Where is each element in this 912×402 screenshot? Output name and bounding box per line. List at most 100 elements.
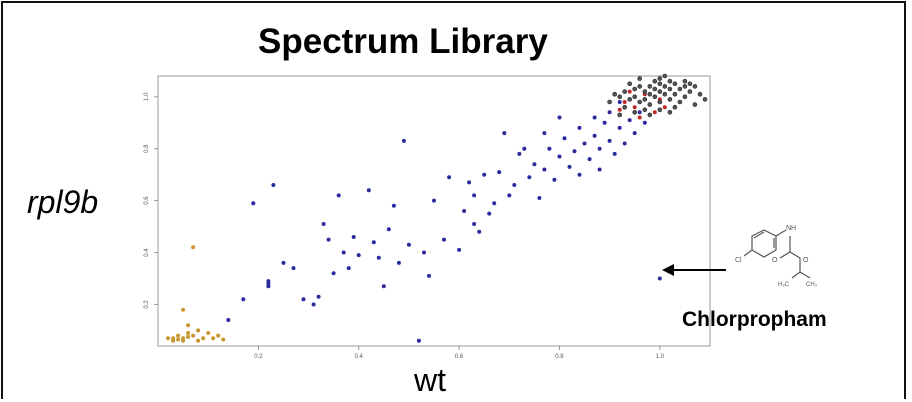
y-tick-label: 0.6 bbox=[144, 196, 150, 205]
scatter-point bbox=[482, 172, 487, 177]
scatter-point bbox=[562, 136, 567, 141]
scatter-point bbox=[652, 78, 658, 84]
scatter-point bbox=[637, 115, 642, 120]
scatter-point bbox=[512, 183, 517, 187]
plot-area: 0.2 0.4 0.6 0.8 1.0 0.2 0.4 0.6 0.8 1.0 bbox=[144, 73, 711, 360]
scatter-point bbox=[682, 84, 688, 89]
scatter-point bbox=[672, 91, 678, 97]
scatter-point bbox=[667, 78, 673, 84]
scatter-point bbox=[442, 237, 446, 242]
scatter-point bbox=[692, 84, 698, 89]
scatter-point bbox=[341, 250, 346, 255]
scatter-point bbox=[266, 279, 271, 284]
scatter-point bbox=[221, 337, 226, 342]
scatter-point bbox=[642, 89, 648, 94]
scatter-point bbox=[617, 94, 623, 100]
scatter-point bbox=[542, 167, 547, 172]
scatter-point bbox=[191, 245, 196, 250]
annotation-label: Chlorpropham bbox=[682, 308, 827, 331]
scatter-point bbox=[657, 76, 663, 81]
scatter-point bbox=[241, 297, 246, 302]
scatter-point bbox=[577, 125, 582, 130]
scatter-point bbox=[376, 255, 381, 260]
scatter-point bbox=[527, 175, 532, 180]
x-tick-label: 0.2 bbox=[254, 354, 263, 360]
scatter-point bbox=[647, 112, 653, 118]
scatter-point bbox=[612, 151, 617, 156]
scatter-point bbox=[607, 138, 612, 143]
svg-text:CH₃: CH₃ bbox=[806, 282, 818, 288]
scatter-point bbox=[682, 78, 688, 84]
scatter-point bbox=[632, 94, 638, 100]
svg-text:O: O bbox=[803, 257, 809, 264]
scatter-point bbox=[186, 334, 191, 339]
x-axis-label: wt bbox=[414, 362, 446, 398]
svg-text:Cl: Cl bbox=[735, 257, 742, 264]
scatter-point bbox=[472, 222, 477, 226]
x-tick-label: 0.4 bbox=[355, 354, 364, 360]
scatter-point bbox=[532, 162, 537, 167]
scatter-point bbox=[672, 81, 678, 87]
scatter-point bbox=[687, 89, 693, 94]
scatter-point bbox=[537, 196, 542, 200]
scatter-point bbox=[416, 338, 421, 343]
scatter-point bbox=[632, 110, 638, 115]
x-tick-label: 1.0 bbox=[656, 354, 665, 360]
scatter-point bbox=[602, 120, 607, 125]
scatter-point bbox=[557, 115, 562, 120]
scatter-point bbox=[176, 333, 181, 338]
scatter-point bbox=[657, 99, 663, 105]
scatter-point bbox=[702, 97, 708, 102]
svg-text:H₃C: H₃C bbox=[778, 282, 790, 288]
scatter-point bbox=[617, 112, 623, 118]
scatter-point bbox=[652, 110, 657, 115]
scatter-point bbox=[647, 84, 653, 89]
scatter-point bbox=[587, 157, 592, 162]
scatter-point bbox=[657, 89, 663, 94]
scatter-point bbox=[637, 76, 643, 81]
scatter-point bbox=[622, 104, 628, 110]
scatter-point bbox=[206, 331, 211, 335]
scatter-point bbox=[311, 302, 316, 307]
scatter-point bbox=[502, 131, 507, 136]
scatter-point bbox=[181, 307, 186, 312]
scatter-point bbox=[632, 131, 637, 136]
scatter-point bbox=[196, 338, 201, 343]
scatter-point bbox=[657, 276, 662, 281]
scatter-point bbox=[281, 260, 286, 265]
scatter-point bbox=[356, 253, 361, 258]
scatter-point bbox=[652, 94, 658, 100]
scatter-point bbox=[487, 211, 492, 216]
plot-border bbox=[157, 75, 711, 347]
scatter-point bbox=[567, 164, 572, 169]
scatter-point bbox=[577, 172, 582, 177]
svg-text:O: O bbox=[772, 257, 778, 264]
data-points bbox=[166, 73, 708, 343]
scatter-point bbox=[381, 284, 386, 289]
scatter-point bbox=[557, 154, 562, 159]
scatter-point bbox=[617, 107, 622, 112]
scatter-point bbox=[647, 102, 653, 107]
scatter-point bbox=[321, 222, 326, 226]
x-tick-label: 0.8 bbox=[555, 354, 564, 360]
scatter-point bbox=[271, 183, 276, 187]
y-axis: 0.2 0.4 0.6 0.8 1.0 bbox=[144, 92, 158, 309]
scatter-point bbox=[677, 99, 683, 105]
scatter-point bbox=[497, 170, 502, 175]
scatter-point bbox=[592, 133, 597, 138]
y-tick-label: 0.4 bbox=[144, 248, 150, 257]
y-axis-label: rpl9b bbox=[27, 184, 99, 220]
scatter-point bbox=[687, 81, 693, 87]
scatter-point bbox=[386, 227, 391, 232]
scatter-point bbox=[542, 131, 547, 136]
scatter-point bbox=[647, 91, 653, 97]
scatter-point bbox=[627, 118, 632, 123]
scatter-point bbox=[617, 125, 622, 130]
scatter-point bbox=[171, 336, 176, 341]
scatter-point bbox=[226, 318, 231, 322]
scatter-point bbox=[627, 81, 633, 87]
scatter-point bbox=[186, 323, 191, 328]
scatter-point bbox=[366, 188, 371, 193]
scatter-point bbox=[612, 91, 618, 97]
